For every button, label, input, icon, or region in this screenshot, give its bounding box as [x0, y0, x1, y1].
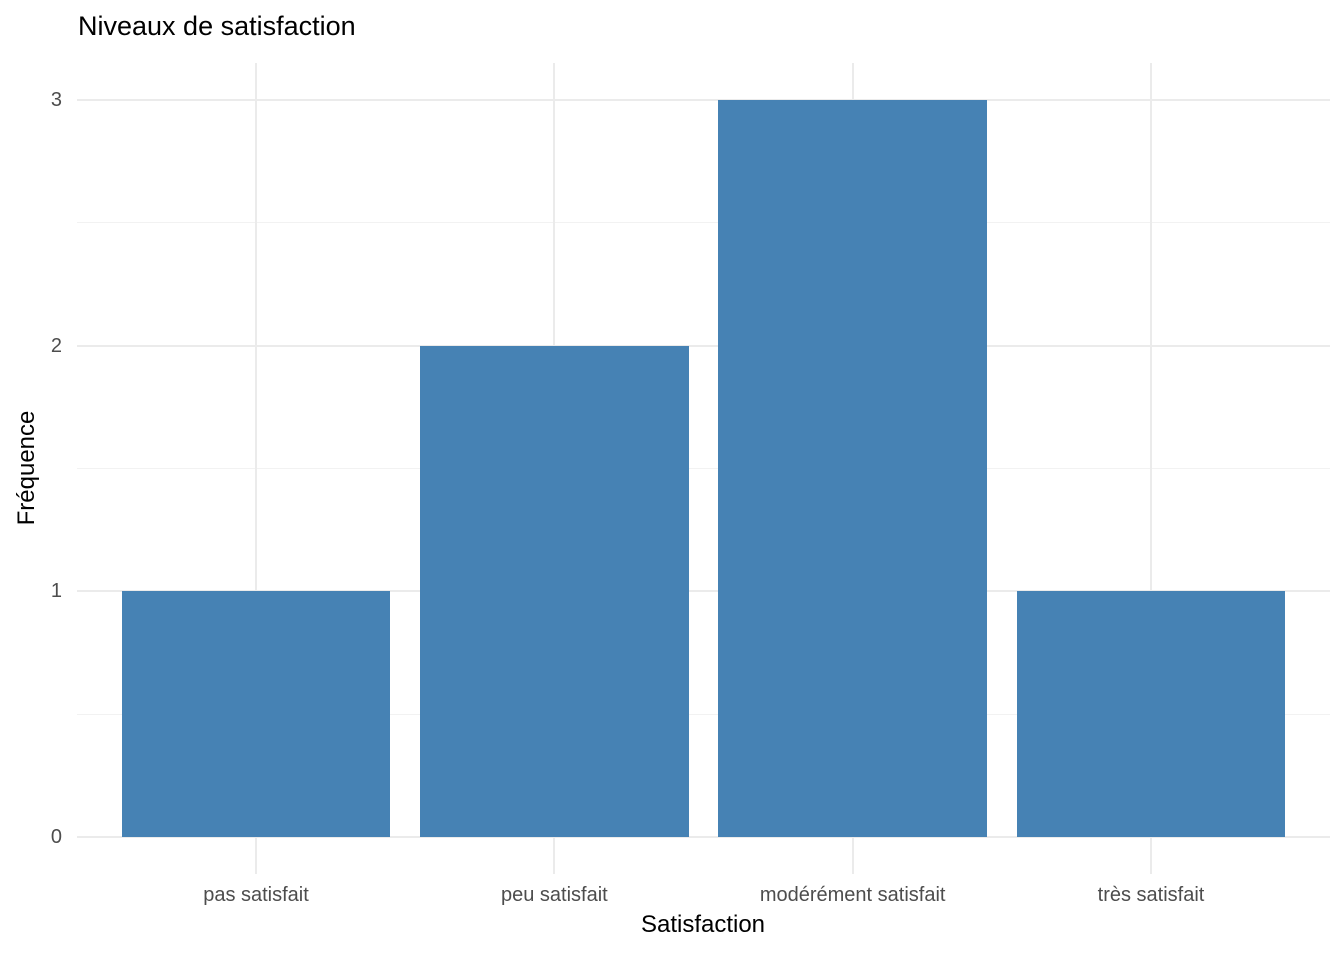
gridline-minor-horizontal — [77, 221, 1330, 224]
plot-panel — [77, 63, 1330, 874]
gridline-major-horizontal — [77, 590, 1330, 593]
y-tick-label: 3 — [50, 88, 62, 111]
chart-title: Niveaux de satisfaction — [78, 11, 356, 41]
gridline-major-horizontal — [77, 836, 1330, 839]
gridline-major-horizontal — [77, 344, 1330, 347]
x-axis-title: Satisfaction — [640, 911, 766, 938]
gridline-major-vertical — [1150, 63, 1152, 874]
bar-pas-satisfait — [121, 591, 391, 838]
bar-peu-satisfait — [420, 345, 689, 838]
y-tick-label: 1 — [50, 580, 62, 603]
bar-très-satisfait — [1016, 591, 1286, 838]
y-axis-title: Fréquence — [13, 410, 40, 526]
gridline-major-horizontal — [77, 98, 1330, 101]
y-tick-label: 0 — [50, 826, 62, 849]
x-tick-label: peu satisfait — [500, 884, 608, 906]
x-tick-label: pas satisfait — [203, 884, 309, 906]
gridline-minor-horizontal — [77, 713, 1330, 715]
x-tick-label: modérément satisfait — [759, 884, 946, 906]
gridline-major-vertical — [255, 63, 257, 874]
gridline-minor-horizontal — [77, 467, 1330, 470]
x-tick-label: très satisfait — [1097, 884, 1205, 906]
y-tick-label: 2 — [50, 334, 62, 357]
bar-modérément-satisfait — [718, 99, 987, 838]
